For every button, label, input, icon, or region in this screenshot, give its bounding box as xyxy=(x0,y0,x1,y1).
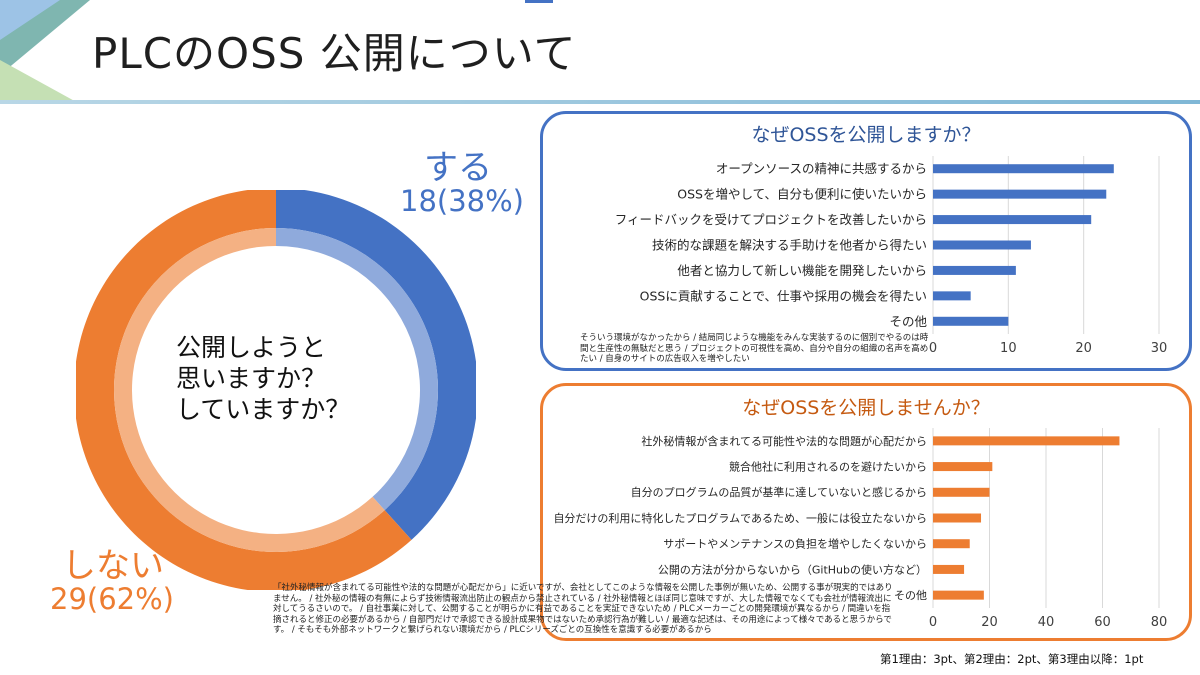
bar xyxy=(933,316,1009,326)
x-tick-label: 0 xyxy=(929,341,937,356)
why-publish-bar-chart: 0 10 20 30 オープンソースの精神に共感するから OSSを増やして、自分も便利に使… xyxy=(615,156,1168,356)
title-bar: PLCのOSS 公開について xyxy=(0,0,1200,104)
x-tick-label: 20 xyxy=(981,615,998,630)
yes-label: する xyxy=(424,148,492,188)
category-label: 自分だけの利用に特化したプログラムであるため、一般には役立たないから xyxy=(553,511,927,525)
bar xyxy=(933,564,965,574)
bar xyxy=(933,265,1016,275)
category-label: 競合他社に利用されるのを避けたいから xyxy=(729,460,927,474)
category-label: 自分のプログラムの品質が基準に達していないと感じるから xyxy=(631,485,927,499)
no-label: しない xyxy=(62,546,164,586)
category-label: 技術的な課題を解決する手助けを他者から得たい xyxy=(652,238,927,253)
why-not-publish-panel: なぜOSSを公開しませんか？ 0 20 40 60 80 社外秘情報が含まれてる可能性や法… xyxy=(540,383,1192,641)
yes-count: 18(38%) xyxy=(400,184,524,218)
donut-slice-no xyxy=(76,190,412,590)
corner-triangle-blue xyxy=(0,0,60,40)
x-tick-label: 60 xyxy=(1094,615,1111,630)
no-count: 29(62%) xyxy=(50,582,174,616)
center-line-3: していますか？ xyxy=(176,395,351,424)
category-label: サポートやメンテナンスの負担を増やしたくないから xyxy=(663,537,927,551)
category-label: OSSに貢献することで、仕事や採用の機会を得たい xyxy=(640,288,927,303)
x-tick-label: 30 xyxy=(1151,341,1168,356)
why-publish-other-notes: そういう環境がなかったから / 結局同じような機能をみんな実装するのに個別でやる… xyxy=(580,333,929,364)
category-label: 他者と協力して新しい機能を開発したいから xyxy=(677,263,927,278)
category-label: OSSを増やして、自分も便利に使いたいから xyxy=(677,187,927,202)
donut-chart xyxy=(76,190,476,590)
category-label: その他 xyxy=(889,314,927,329)
x-tick-label: 40 xyxy=(1038,615,1055,630)
why-not-publish-bar-chart: 0 20 40 60 80 社外秘情報が含まれてる可能性や法的な問題が心配だから競合他社に… xyxy=(553,428,1168,630)
top-accent-mark xyxy=(525,0,553,3)
bar xyxy=(933,487,990,497)
bar xyxy=(933,462,993,472)
page-title: PLCのOSS 公開について xyxy=(92,29,577,78)
donut-slice-yes xyxy=(276,190,476,540)
corner-decoration xyxy=(0,0,90,104)
why-publish-title: なぜOSSを公開しますか？ xyxy=(751,124,981,146)
bar xyxy=(933,513,982,523)
why-not-publish-other-notes: 「社外秘情報が含まれてる可能性や法的な問題が心配だから」に近いですが、会社として… xyxy=(273,583,893,635)
bar xyxy=(933,240,1031,250)
category-label: オープンソースの精神に共感するから xyxy=(716,161,927,176)
x-tick-label: 10 xyxy=(1000,341,1017,356)
bar xyxy=(933,164,1114,174)
bar xyxy=(933,189,1107,199)
bar xyxy=(933,590,984,600)
bar xyxy=(933,436,1120,446)
x-tick-label: 0 xyxy=(929,615,937,630)
scoring-note: 第1理由：3pt、第2理由：2pt、第3理由以降：1pt xyxy=(880,652,1144,666)
title-underline xyxy=(0,100,1200,104)
donut-inner-ring-yes xyxy=(276,228,438,511)
center-line-2: 思いますか？ xyxy=(176,364,327,393)
category-label: フィードバックを受けてプロジェクトを改善したいから xyxy=(615,212,927,227)
center-line-1: 公開しようと xyxy=(176,333,327,362)
bar xyxy=(933,215,1092,225)
bar xyxy=(933,539,970,549)
why-not-publish-title: なぜOSSを公開しませんか？ xyxy=(742,397,990,419)
category-label: 社外秘情報が含まれてる可能性や法的な問題が心配だから xyxy=(641,434,927,448)
x-tick-label: 80 xyxy=(1151,615,1168,630)
category-label: 公開の方法が分からないから（GitHubの使い方など） xyxy=(658,562,927,576)
corner-triangle-green xyxy=(0,60,80,104)
category-label: その他 xyxy=(894,589,927,602)
bar xyxy=(933,291,971,301)
why-publish-panel: なぜOSSを公開しますか？ 0 10 20 30 オープンソースの精神に共感するから OS… xyxy=(540,111,1192,371)
donut-inner-ring-no xyxy=(113,228,385,552)
donut-center-question: 公開しようと 思いますか？ していますか？ xyxy=(176,332,396,425)
x-tick-label: 20 xyxy=(1075,341,1092,356)
